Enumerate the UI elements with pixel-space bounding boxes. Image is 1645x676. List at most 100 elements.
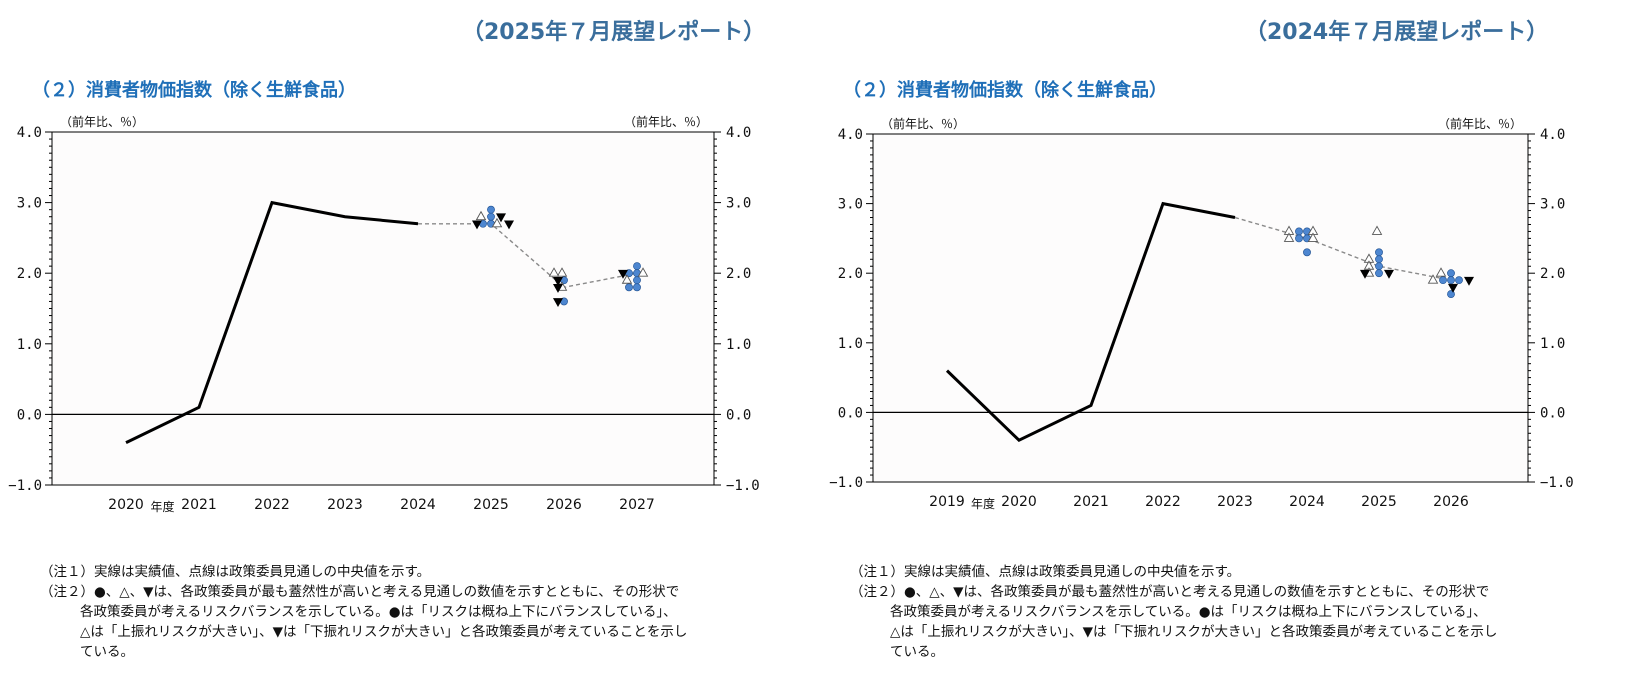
x-tick-label: 2027 bbox=[619, 497, 655, 513]
x-tick-label: 2023 bbox=[1217, 494, 1253, 510]
chart-panel-2024: （2024年７月展望レポート） （２）消費者物価指数（除く生鮮食品） 4.0 4.… bbox=[829, 0, 1645, 676]
x-tick-label: 2020 bbox=[1001, 494, 1037, 510]
member-up-triangle-marker bbox=[475, 210, 487, 221]
member-down-triangle-marker bbox=[1463, 276, 1475, 286]
cpi-chart-2025: 4.0 4.0 3.0 3.0 2.0 2.0 1.0 1.0 0.0 0.0 −1.0 −1.0 （前… bbox=[8, 114, 760, 514]
member-down-triangle-marker bbox=[495, 213, 507, 223]
y-tick-label-right: 2.0 bbox=[1540, 266, 1565, 282]
member-up-triangle-marker bbox=[637, 267, 649, 277]
member-down-triangle-marker bbox=[552, 298, 564, 308]
chart-heading: （２）消費者物価指数（除く生鮮食品） bbox=[843, 80, 1167, 101]
x-unit-label: 年度 bbox=[971, 496, 995, 511]
chart-heading: （２）消費者物価指数（除く生鮮食品） bbox=[32, 80, 356, 101]
y-tick-label-left: 2.0 bbox=[17, 266, 42, 282]
y-tick-label-right: 4.0 bbox=[1540, 127, 1565, 143]
y-tick-label-right: 0.0 bbox=[1540, 405, 1565, 421]
y-tick-label-right: 2.0 bbox=[726, 266, 751, 282]
actual-line bbox=[125, 200, 419, 444]
x-tick-label: 2023 bbox=[327, 497, 363, 513]
x-tick-label: 2026 bbox=[1433, 494, 1469, 510]
member-circle-marker bbox=[633, 276, 641, 285]
member-up-triangle-marker bbox=[621, 274, 633, 284]
member-down-triangle-marker bbox=[552, 284, 564, 293]
member-circle-marker bbox=[487, 212, 495, 221]
member-circle-marker bbox=[1303, 248, 1311, 257]
note-1: （注１）実線は実績値、点線は政策委員見通しの中央値を示す。 bbox=[850, 564, 1241, 580]
member-circle-marker bbox=[1447, 276, 1455, 285]
median-forecast-line bbox=[1234, 216, 1452, 281]
member-down-triangle-marker bbox=[617, 269, 629, 279]
y-tick-label-left: 4.0 bbox=[17, 125, 42, 141]
chart-panel-2025: （2025年７月展望レポート） （２）消費者物価指数（除く生鮮食品） 4.0 4.… bbox=[0, 0, 820, 676]
note-2-line-2: 各政策委員が考えるリスクバランスを示している。●は「リスクは概ね上下にバランスし… bbox=[890, 604, 1487, 620]
note-2-line-3: △は「上振れリスクが大きい」、▼は「下振れリスクが大きい」と各政策委員が考えてい… bbox=[890, 624, 1498, 640]
member-circle-marker bbox=[1295, 227, 1303, 236]
cpi-chart-2024: 4.0 4.0 3.0 3.0 2.0 2.0 1.0 1.0 0.0 0.0 −1.0 −1.0 （前… bbox=[829, 116, 1574, 511]
note-2-line-4: ている。 bbox=[890, 644, 944, 660]
member-circle-marker bbox=[1375, 269, 1383, 278]
member-down-triangle-marker bbox=[503, 220, 515, 230]
member-circle-marker bbox=[633, 262, 641, 271]
member-circle-marker bbox=[1375, 255, 1383, 264]
member-up-triangle-marker bbox=[1371, 225, 1383, 235]
y-unit-label-left: （前年比、％） bbox=[881, 116, 965, 131]
median-forecast-line bbox=[418, 223, 638, 289]
x-tick-label: 2025 bbox=[1361, 494, 1397, 510]
y-tick-label-left: 3.0 bbox=[17, 196, 42, 212]
member-up-triangle-marker bbox=[556, 267, 568, 277]
chart-notes: （注１）実線は実績値、点線は政策委員見通しの中央値を示す。 （注２）●、△、▼は… bbox=[850, 562, 1497, 662]
member-up-triangle-marker bbox=[1435, 267, 1447, 277]
y-tick-label-right: 3.0 bbox=[726, 196, 751, 212]
y-tick-label-left: 1.0 bbox=[838, 336, 863, 352]
note-1: （注１）実線は実績値、点線は政策委員見通しの中央値を示す。 bbox=[40, 564, 431, 580]
member-down-triangle-marker bbox=[471, 220, 483, 230]
member-circle-marker bbox=[633, 283, 641, 292]
member-up-triangle-marker bbox=[491, 217, 503, 228]
x-tick-label: 2026 bbox=[546, 497, 582, 513]
y-tick-label-left: 1.0 bbox=[17, 337, 42, 353]
x-tick-label: 2021 bbox=[1073, 494, 1109, 510]
member-circle-marker bbox=[1439, 276, 1447, 285]
note-2-line-2: 各政策委員が考えるリスクバランスを示している。●は「リスクは概ね上下にバランスし… bbox=[80, 604, 677, 620]
plot-area bbox=[872, 133, 1529, 483]
member-down-triangle-marker bbox=[1383, 269, 1395, 279]
x-tick-label: 2019 bbox=[929, 494, 965, 510]
y-tick-label-right: 1.0 bbox=[726, 337, 751, 353]
x-tick-label: 2021 bbox=[181, 497, 217, 513]
report-title: （2024年７月展望レポート） bbox=[1245, 20, 1549, 45]
y-tick-label-left: −1.0 bbox=[8, 478, 42, 494]
member-circle-marker bbox=[1295, 234, 1303, 243]
member-circle-marker bbox=[1455, 276, 1463, 285]
actual-line bbox=[945, 201, 1236, 443]
y-unit-label-left: （前年比、％） bbox=[60, 114, 144, 129]
y-tick-label-left: 2.0 bbox=[838, 266, 863, 282]
member-up-triangle-marker bbox=[1427, 274, 1439, 284]
member-up-triangle-marker bbox=[1283, 232, 1295, 242]
member-circle-marker bbox=[625, 283, 633, 292]
x-unit-label: 年度 bbox=[150, 499, 174, 514]
member-circle-marker bbox=[1375, 262, 1383, 271]
member-circle-marker bbox=[487, 205, 495, 214]
y-tick-label-right: −1.0 bbox=[1540, 475, 1574, 491]
member-down-triangle-marker bbox=[552, 276, 564, 286]
member-circle-marker bbox=[1447, 269, 1455, 278]
y-tick-label-right: 3.0 bbox=[1540, 197, 1565, 213]
y-unit-label-right: （前年比、％） bbox=[1438, 116, 1522, 131]
member-up-triangle-marker bbox=[1307, 232, 1319, 242]
note-2-line-1: （注２）●、△、▼は、各政策委員が最も蓋然性が高いと考える見通しの数値を示すとと… bbox=[850, 584, 1490, 600]
chart-notes: （注１）実線は実績値、点線は政策委員見通しの中央値を示す。 （注２）●、△、▼は… bbox=[40, 562, 687, 662]
member-circle-marker bbox=[1375, 248, 1383, 257]
y-tick-label-right: 4.0 bbox=[726, 125, 751, 141]
x-tick-label: 2022 bbox=[1145, 494, 1181, 510]
y-tick-label-right: −1.0 bbox=[726, 478, 760, 494]
y-tick-label-right: 0.0 bbox=[726, 407, 751, 423]
y-tick-label-left: 3.0 bbox=[838, 197, 863, 213]
x-tick-label: 2024 bbox=[1289, 494, 1325, 510]
y-tick-label-left: 4.0 bbox=[838, 127, 863, 143]
note-2-line-4: ている。 bbox=[80, 644, 134, 660]
x-tick-label: 2025 bbox=[473, 497, 509, 513]
y-tick-label-right: 1.0 bbox=[1540, 336, 1565, 352]
y-tick-label-left: −1.0 bbox=[829, 475, 863, 491]
x-tick-label: 2022 bbox=[254, 497, 290, 513]
note-2-line-3: △は「上振れリスクが大きい」、▼は「下振れリスクが大きい」と各政策委員が考えてい… bbox=[80, 624, 688, 640]
